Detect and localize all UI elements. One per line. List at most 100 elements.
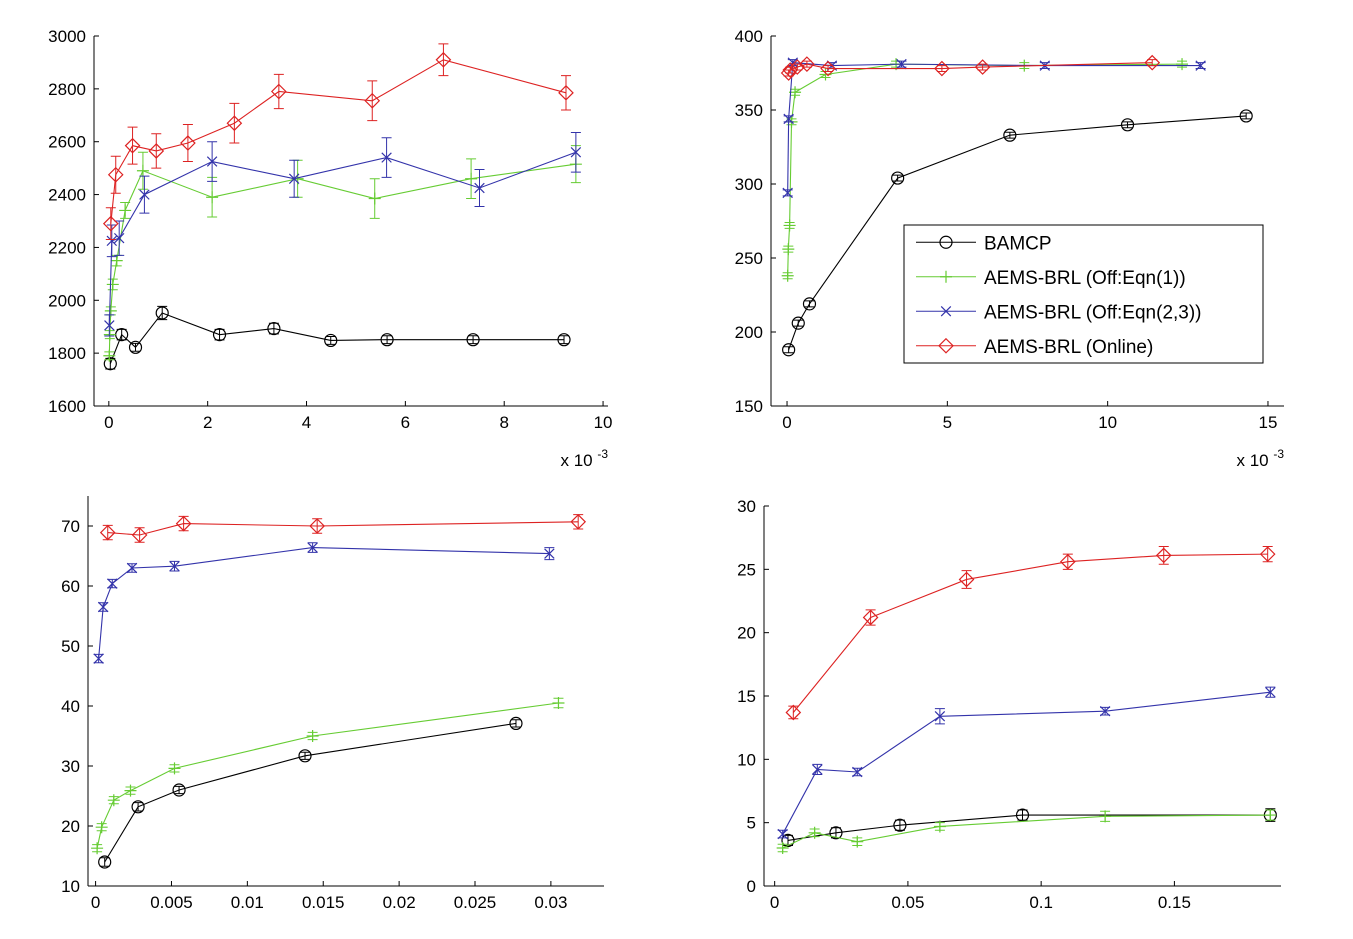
subplot-3-data-point <box>169 560 180 572</box>
subplot-2-y-tick-label: 350 <box>735 101 763 120</box>
subplot-4-x-tick-label: 0.1 <box>1029 893 1053 912</box>
subplot-2-error-bar <box>1004 131 1015 139</box>
subplot-1-data-point <box>136 164 149 177</box>
subplot-1-series-line <box>109 312 565 364</box>
subplot-2-data-point <box>783 219 796 232</box>
subplot-1-error-bar <box>110 155 121 194</box>
subplot-3: 0 0.005 0.01 0.015 0.02 0.025 0.03 10 20 30 40 50 60… <box>61 496 604 912</box>
subplot-3-data-point <box>91 842 104 855</box>
subplot-3-data-point <box>99 524 116 541</box>
subplot-3-data-point <box>107 794 120 807</box>
subplot-3-series-2 <box>93 542 555 664</box>
subplot-3-data-point <box>570 513 587 530</box>
subplot-1-data-point <box>474 182 485 194</box>
subplot-1-data-point <box>107 166 124 183</box>
subplot-3-data-point <box>97 601 109 613</box>
subplot-3-data-point <box>93 653 104 664</box>
subplot-4-series-1 <box>776 809 1277 854</box>
subplot-2-data-point <box>1120 118 1135 132</box>
subplot-4-series-3 <box>785 546 1276 721</box>
subplot-3-x-tick-label: 0.025 <box>454 893 497 912</box>
subplot-4-y-tick-label: 5 <box>747 814 756 833</box>
subplot-3-x-tick-label: 0.005 <box>150 893 193 912</box>
subplot-1-y-tick-label: 2600 <box>48 133 86 152</box>
subplot-1-series-line <box>110 59 567 224</box>
subplot-4-data-point <box>862 609 879 626</box>
subplot-2-error-bar <box>793 319 804 327</box>
subplot-1-error-bar <box>382 335 393 345</box>
subplot-1-error-bar <box>559 335 570 345</box>
subplot-2: 0 5 10 15 150 200 250 300 350 400 x 10 -3 BAMCP AEMS… <box>735 27 1285 470</box>
subplot-1-data-point <box>212 328 227 342</box>
subplot-3-x-tick-label: 0.03 <box>534 893 567 912</box>
subplot-2-data-point <box>787 57 799 68</box>
subplot-3-data-point <box>306 730 319 742</box>
subplot-3-data-point <box>175 515 192 532</box>
subplot-4-data-point <box>776 842 789 854</box>
subplot-4: 0 0.05 0.1 0.15 0 5 10 15 20 25 30 <box>737 497 1281 912</box>
subplot-1-data-point <box>364 92 381 109</box>
subplot-2-x-tick-label: 5 <box>943 413 952 432</box>
subplot-1-x-tick-label: 4 <box>302 413 311 432</box>
legend-box <box>903 224 1264 364</box>
subplot-1-data-point <box>466 333 480 347</box>
subplot-1-data-point <box>148 143 165 159</box>
subplot-3-data-point <box>168 762 181 775</box>
subplot-2-data-point <box>782 187 793 199</box>
subplot-3-data-point <box>172 783 186 797</box>
subplot-2-series-2 <box>782 57 1206 199</box>
subplot-1-data-point <box>435 51 452 68</box>
subplot-2-data-point <box>1144 54 1161 71</box>
legend-marker <box>938 337 954 354</box>
subplot-1-error-bar <box>229 102 240 144</box>
subplot-3-data-point <box>552 697 565 709</box>
subplot-4-data-point <box>1099 705 1111 717</box>
subplot-3-series-0 <box>98 716 523 869</box>
subplot-1-error-bar <box>182 124 193 163</box>
subplot-3-error-bar <box>133 802 144 812</box>
legend-marker <box>940 270 952 283</box>
subplot-1-series-2 <box>104 131 582 337</box>
subplot-2-data-point <box>1239 109 1253 123</box>
subplot-3-series-line <box>98 547 550 659</box>
subplot-1-error-bar <box>105 207 116 240</box>
subplot-4-series-0 <box>781 808 1277 848</box>
subplot-2-y-tick-label: 250 <box>735 249 763 268</box>
subplot-2-x-tick-label: 15 <box>1259 413 1278 432</box>
subplot-1-error-bar <box>273 73 284 110</box>
subplot-2-legend: BAMCP AEMS-BRL (Off:Eqn(1)) AEMS-BRL (Off:… <box>903 224 1264 364</box>
subplot-3-error-bar <box>99 857 110 867</box>
subplot-1-data-point <box>368 192 381 205</box>
subplot-4-y-tick-label: 10 <box>737 750 756 769</box>
subplot-1-data-point <box>267 321 281 336</box>
subplot-4-data-point <box>781 833 795 848</box>
subplot-3-series-1 <box>91 697 565 855</box>
subplot-1-x-tick-label: 8 <box>499 413 508 432</box>
subplot-1-data-point <box>103 357 117 371</box>
subplot-3-data-point <box>131 527 148 543</box>
subplot-2-data-point <box>1003 128 1017 142</box>
subplot-2-error-bar <box>1241 112 1252 120</box>
subplot-2-data-point <box>791 316 805 330</box>
subplot-1-y-tick-label: 3000 <box>48 27 86 46</box>
subplot-3-x-tick-label: 0.01 <box>231 893 264 912</box>
subplot-3-y-tick-label: 20 <box>61 817 80 836</box>
subplot-1-data-point <box>124 137 141 154</box>
subplot-1-data-point <box>119 204 132 217</box>
subplot-1-error-bar <box>130 342 141 352</box>
subplot-4-y-tick-label: 30 <box>737 497 756 516</box>
subplot-4-data-point <box>829 826 843 840</box>
subplot-1-data-point <box>465 172 478 185</box>
subplot-1-error-bar <box>367 80 378 122</box>
subplot-3-data-point <box>107 578 118 589</box>
subplot-2-data-point <box>1176 58 1189 71</box>
subplot-4-data-point <box>1059 553 1076 570</box>
subplot-2-error-bar <box>804 300 815 308</box>
subplot-1-data-point <box>226 115 243 132</box>
subplot-4-data-point <box>1155 547 1172 564</box>
subplot-1-x-tick-label: 0 <box>104 413 113 432</box>
subplot-2-x-multiplier: x 10 -3 <box>1236 447 1284 470</box>
subplot-2-data-point <box>783 113 794 125</box>
legend-label: AEMS-BRL (Off:Eqn(1)) <box>984 268 1186 289</box>
subplot-1-series-line <box>108 163 576 356</box>
